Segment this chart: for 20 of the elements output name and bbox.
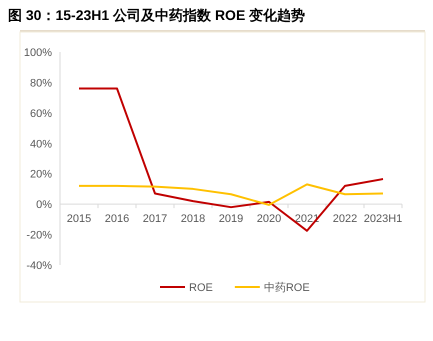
line-series xyxy=(78,183,384,206)
legend-label: 中药ROE xyxy=(264,281,310,294)
x-tick-label: 2018 xyxy=(180,213,206,226)
legend-label: ROE xyxy=(189,282,213,294)
y-tick-label: -40% xyxy=(26,260,52,272)
x-tick-label: 2016 xyxy=(104,213,130,226)
y-tick-label: 80% xyxy=(30,77,52,90)
x-tick-label: 2023H1 xyxy=(364,213,402,226)
y-tick-label: 100% xyxy=(24,47,52,59)
x-tick-label: 2015 xyxy=(66,213,92,226)
y-tick-label: 60% xyxy=(30,108,52,120)
y-tick-label: 0% xyxy=(36,199,52,212)
chart-title: 图 30：15-23H1 公司及中药指数 ROE 变化趋势 xyxy=(8,7,306,23)
y-tick-label: 40% xyxy=(30,138,52,150)
x-tick-label: 2017 xyxy=(142,213,168,226)
y-tick-label: -20% xyxy=(26,230,52,242)
y-tick-label: 20% xyxy=(30,168,52,181)
x-tick-label: 2019 xyxy=(218,213,244,226)
x-tick-label: 2020 xyxy=(256,213,282,226)
x-tick-label: 2022 xyxy=(332,213,358,226)
